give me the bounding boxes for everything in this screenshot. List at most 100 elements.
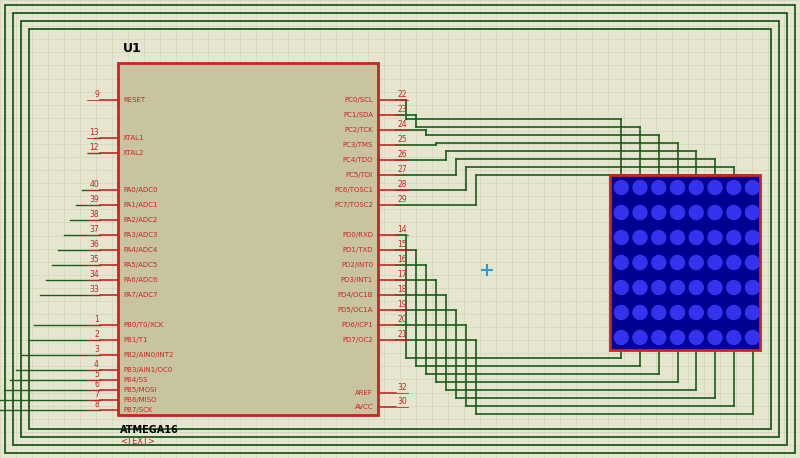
Text: PA7/ADC7: PA7/ADC7 [123, 292, 158, 298]
Circle shape [614, 206, 628, 219]
Bar [29, 29, 771, 429]
Text: PA4/ADC4: PA4/ADC4 [123, 247, 158, 253]
Text: 19: 19 [397, 300, 406, 309]
Text: 39: 39 [90, 195, 99, 204]
Circle shape [726, 256, 741, 269]
Text: PD5/OC1A: PD5/OC1A [338, 307, 373, 313]
Text: 28: 28 [397, 180, 406, 189]
Circle shape [746, 256, 759, 269]
Circle shape [726, 280, 741, 294]
Circle shape [746, 305, 759, 320]
Circle shape [690, 305, 703, 320]
Circle shape [652, 280, 666, 294]
Circle shape [652, 256, 666, 269]
Text: 36: 36 [90, 240, 99, 249]
Circle shape [614, 280, 628, 294]
Text: U1: U1 [123, 42, 142, 55]
Circle shape [690, 331, 703, 344]
Circle shape [726, 230, 741, 245]
Circle shape [670, 331, 685, 344]
Text: PC6/TOSC1: PC6/TOSC1 [334, 187, 373, 193]
Text: 35: 35 [90, 255, 99, 264]
Text: 40: 40 [90, 180, 99, 189]
Text: PB5/MOSI: PB5/MOSI [123, 387, 156, 393]
Text: 2: 2 [94, 330, 99, 339]
Circle shape [708, 305, 722, 320]
Text: PB6/MISO: PB6/MISO [123, 397, 157, 403]
Circle shape [614, 180, 628, 195]
Text: PC5/TDI: PC5/TDI [346, 172, 373, 178]
Text: 3: 3 [94, 345, 99, 354]
Text: 15: 15 [397, 240, 406, 249]
Text: PC1/SDA: PC1/SDA [343, 112, 373, 118]
Circle shape [726, 206, 741, 219]
Text: PC2/TCK: PC2/TCK [344, 127, 373, 133]
Text: XTAL1: XTAL1 [123, 135, 145, 141]
Bar [118, 63, 378, 415]
Text: PA3/ADC3: PA3/ADC3 [123, 232, 158, 238]
Circle shape [746, 230, 759, 245]
Circle shape [708, 230, 722, 245]
Circle shape [690, 180, 703, 195]
Circle shape [708, 280, 722, 294]
Text: PA5/ADC5: PA5/ADC5 [123, 262, 158, 268]
Text: 18: 18 [397, 285, 406, 294]
Text: <TEXT>: <TEXT> [120, 437, 155, 446]
Text: 22: 22 [397, 90, 406, 99]
Text: 30: 30 [397, 397, 406, 406]
Circle shape [614, 331, 628, 344]
Circle shape [746, 331, 759, 344]
Text: PC7/TOSC2: PC7/TOSC2 [334, 202, 373, 208]
Circle shape [726, 180, 741, 195]
Circle shape [652, 180, 666, 195]
Circle shape [670, 206, 685, 219]
Text: 8: 8 [94, 400, 99, 409]
Text: AVCC: AVCC [354, 404, 373, 410]
Text: 7: 7 [94, 390, 99, 399]
Circle shape [633, 256, 647, 269]
Circle shape [614, 230, 628, 245]
Text: 23: 23 [397, 105, 406, 114]
Text: PD2/INT0: PD2/INT0 [341, 262, 373, 268]
Circle shape [746, 180, 759, 195]
Text: 32: 32 [397, 383, 406, 392]
Circle shape [708, 206, 722, 219]
Text: 38: 38 [90, 210, 99, 219]
Text: 27: 27 [397, 165, 406, 174]
Text: 34: 34 [90, 270, 99, 279]
Text: 33: 33 [90, 285, 99, 294]
Circle shape [670, 256, 685, 269]
Circle shape [633, 331, 647, 344]
Circle shape [633, 305, 647, 320]
Text: 14: 14 [397, 225, 406, 234]
Text: PD6/ICP1: PD6/ICP1 [342, 322, 373, 328]
Circle shape [690, 230, 703, 245]
Text: PB0/T0/XCK: PB0/T0/XCK [123, 322, 163, 328]
Circle shape [670, 180, 685, 195]
Text: 17: 17 [397, 270, 406, 279]
Circle shape [746, 206, 759, 219]
Text: 13: 13 [90, 128, 99, 137]
Text: PA1/ADC1: PA1/ADC1 [123, 202, 158, 208]
Text: PA6/ADC6: PA6/ADC6 [123, 277, 158, 283]
Circle shape [708, 256, 722, 269]
Text: 5: 5 [94, 370, 99, 379]
Text: PD7/OC2: PD7/OC2 [342, 337, 373, 343]
Text: 16: 16 [397, 255, 406, 264]
Circle shape [633, 230, 647, 245]
Text: PA0/ADC0: PA0/ADC0 [123, 187, 158, 193]
Text: PC4/TDO: PC4/TDO [342, 157, 373, 163]
Text: 21: 21 [397, 330, 406, 339]
Circle shape [652, 230, 666, 245]
Circle shape [633, 206, 647, 219]
Text: PB2/AIN0/INT2: PB2/AIN0/INT2 [123, 352, 174, 358]
Text: 26: 26 [397, 150, 406, 159]
Circle shape [670, 305, 685, 320]
Circle shape [633, 180, 647, 195]
Circle shape [652, 305, 666, 320]
Text: PB7/SCK: PB7/SCK [123, 407, 152, 413]
Text: RESET: RESET [123, 97, 145, 103]
Text: 20: 20 [397, 315, 406, 324]
Text: 25: 25 [397, 135, 406, 144]
Circle shape [690, 280, 703, 294]
